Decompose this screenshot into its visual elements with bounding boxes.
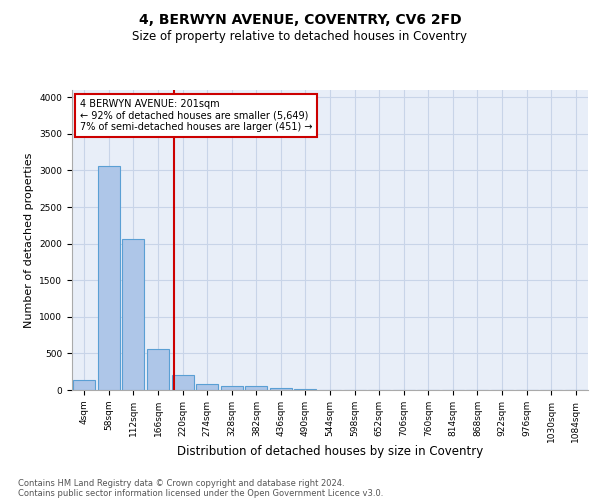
Bar	[270, 388, 292, 390]
Text: Size of property relative to detached houses in Coventry: Size of property relative to detached ho…	[133, 30, 467, 43]
Y-axis label: Number of detached properties: Number of detached properties	[24, 152, 34, 328]
Bar	[98, 166, 120, 390]
Text: 4, BERWYN AVENUE, COVENTRY, CV6 2FD: 4, BERWYN AVENUE, COVENTRY, CV6 2FD	[139, 12, 461, 26]
Bar	[122, 240, 145, 390]
X-axis label: Distribution of detached houses by size in Coventry: Distribution of detached houses by size …	[177, 444, 483, 458]
Bar	[295, 388, 316, 390]
Bar	[172, 376, 194, 390]
Text: Contains HM Land Registry data © Crown copyright and database right 2024.: Contains HM Land Registry data © Crown c…	[18, 478, 344, 488]
Bar	[147, 349, 169, 390]
Bar	[196, 384, 218, 390]
Bar	[73, 380, 95, 390]
Text: 4 BERWYN AVENUE: 201sqm
← 92% of detached houses are smaller (5,649)
7% of semi-: 4 BERWYN AVENUE: 201sqm ← 92% of detache…	[80, 99, 312, 132]
Text: Contains public sector information licensed under the Open Government Licence v3: Contains public sector information licen…	[18, 488, 383, 498]
Bar	[221, 386, 243, 390]
Bar	[245, 386, 268, 390]
